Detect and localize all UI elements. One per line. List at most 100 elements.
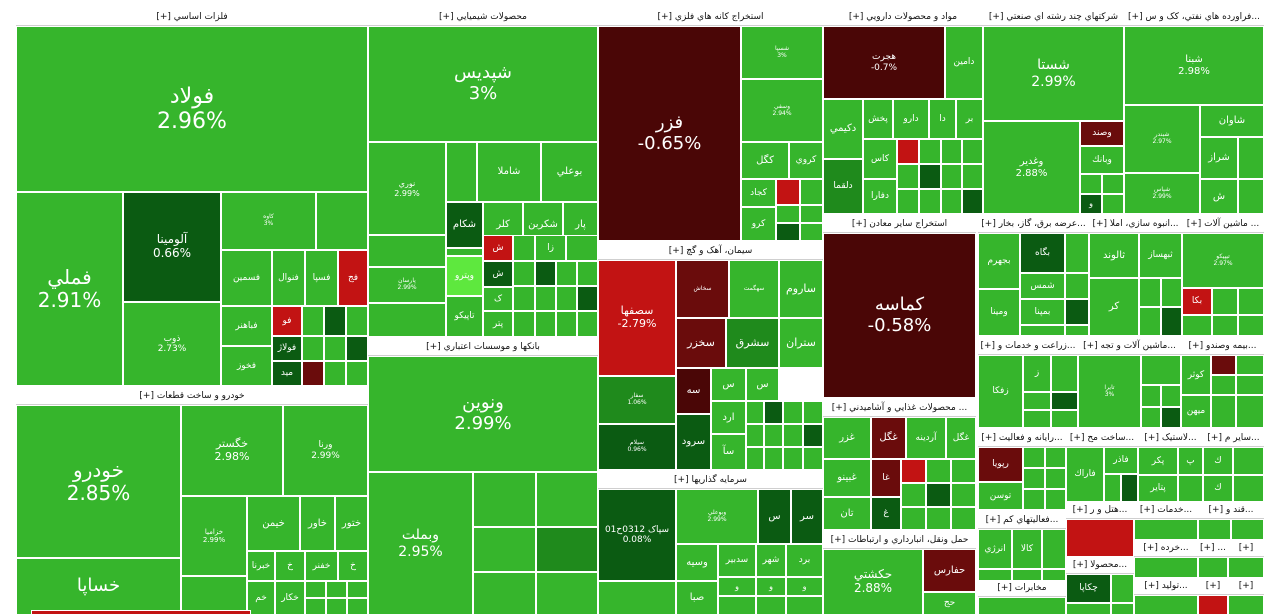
stock-tile-small[interactable] bbox=[951, 507, 976, 530]
stock-tile[interactable]: فباهنر bbox=[221, 306, 272, 346]
stock-tile-small[interactable] bbox=[1023, 468, 1045, 489]
stock-tile-small[interactable] bbox=[1065, 273, 1089, 299]
stock-tile-small[interactable] bbox=[783, 447, 803, 470]
stock-tile-small[interactable] bbox=[368, 303, 446, 337]
stock-tile[interactable]: ش bbox=[483, 235, 513, 261]
stock-tile[interactable]: سخزر bbox=[676, 318, 726, 368]
sector-header[interactable]: ... [+] bbox=[1198, 540, 1228, 557]
stock-tile[interactable]: خودرو 2.85% bbox=[16, 405, 181, 558]
stock-tile[interactable]: پتاير bbox=[1138, 475, 1178, 502]
stock-tile[interactable]: زفكا bbox=[978, 355, 1023, 428]
stock-tile-small[interactable] bbox=[1066, 519, 1134, 557]
stock-tile[interactable]: سهگمت bbox=[729, 260, 779, 318]
stock-tile[interactable]: کالا bbox=[1012, 529, 1042, 569]
stock-tile-small[interactable] bbox=[746, 447, 764, 470]
stock-tile-small[interactable] bbox=[764, 447, 783, 470]
stock-tile-small[interactable] bbox=[951, 483, 976, 507]
stock-tile-small[interactable] bbox=[1139, 278, 1161, 307]
stock-tile-small[interactable] bbox=[1233, 475, 1264, 502]
stock-tile-small[interactable] bbox=[756, 596, 786, 615]
stock-tile-small[interactable] bbox=[535, 286, 556, 311]
stock-tile-small[interactable] bbox=[31, 610, 251, 615]
stock-tile[interactable]: ورنا 2.99% bbox=[283, 405, 368, 496]
stock-tile[interactable]: فاراك bbox=[1066, 447, 1104, 502]
stock-tile[interactable]: هجرت -0.7% bbox=[823, 26, 945, 99]
stock-tile-small[interactable] bbox=[901, 507, 926, 530]
stock-tile-small[interactable] bbox=[536, 472, 598, 527]
stock-tile[interactable]: سشرق bbox=[726, 318, 779, 368]
sector-header[interactable]: ...عرضه برق، گاز، بخار [+] bbox=[978, 216, 1089, 233]
stock-tile[interactable]: شاوان bbox=[1200, 105, 1264, 137]
stock-tile-small[interactable] bbox=[962, 189, 983, 214]
sector-header[interactable]: ...فعاليتهاي کم [+] bbox=[978, 512, 1066, 529]
stock-tile-small[interactable] bbox=[746, 424, 764, 447]
sector-header[interactable]: ...هتل و ر [+] bbox=[1066, 502, 1134, 519]
stock-tile[interactable]: دامين bbox=[945, 26, 983, 99]
stock-tile-small[interactable] bbox=[1161, 307, 1182, 336]
stock-tile[interactable]: فزر -0.65% bbox=[598, 26, 741, 241]
stock-tile[interactable]: فو bbox=[272, 306, 302, 336]
stock-tile[interactable]: پ bbox=[1178, 447, 1203, 475]
stock-tile[interactable]: سصفها -2.79% bbox=[598, 260, 676, 376]
sector-header[interactable]: ...ساخت مح [+] bbox=[1066, 430, 1138, 447]
stock-tile[interactable]: بجهرم bbox=[978, 233, 1020, 289]
stock-tile-small[interactable] bbox=[919, 139, 941, 164]
stock-tile-small[interactable] bbox=[556, 311, 577, 337]
stock-tile[interactable]: خگستر 2.98% bbox=[181, 405, 283, 496]
stock-tile[interactable]: دكيمي bbox=[823, 99, 863, 159]
stock-tile[interactable]: خ bbox=[275, 551, 305, 581]
sector-header[interactable]: [+] bbox=[1228, 540, 1264, 557]
stock-tile[interactable]: س bbox=[758, 489, 791, 544]
stock-tile-small[interactable] bbox=[446, 142, 477, 202]
stock-tile[interactable]: وبوعلي 2.99% bbox=[676, 489, 758, 544]
stock-tile[interactable]: کاوه 3% bbox=[221, 192, 316, 250]
stock-tile-small[interactable] bbox=[1102, 194, 1124, 214]
stock-tile-small[interactable] bbox=[473, 572, 536, 615]
stock-tile-small[interactable] bbox=[577, 261, 598, 286]
stock-tile-small[interactable] bbox=[764, 424, 783, 447]
stock-tile-small[interactable] bbox=[1134, 557, 1198, 578]
sector-header[interactable]: ... محصولات غذايي و آشاميدني [+] bbox=[823, 400, 976, 417]
stock-tile[interactable]: ونوين 2.99% bbox=[368, 356, 598, 472]
stock-tile-small[interactable] bbox=[800, 179, 823, 205]
stock-tile-small[interactable] bbox=[783, 424, 803, 447]
stock-tile-small[interactable] bbox=[1065, 233, 1089, 273]
sector-header[interactable]: سيمان، آهک و گچ [+] bbox=[598, 243, 823, 260]
sector-header[interactable]: ...بيمه وصندو [+] bbox=[1181, 338, 1264, 355]
stock-tile[interactable]: بمپنا bbox=[1020, 299, 1065, 325]
sector-header[interactable]: استخراج کانه هاي فلزي [+] bbox=[598, 9, 823, 26]
stock-tile-small[interactable] bbox=[1198, 595, 1228, 615]
sector-header[interactable]: خودرو و ساخت قطعات [+] bbox=[16, 388, 368, 405]
stock-tile-small[interactable] bbox=[446, 248, 483, 256]
sector-header[interactable]: محصولات شيميايي [+] bbox=[368, 9, 598, 26]
stock-tile[interactable]: فولاد 2.96% bbox=[16, 26, 368, 192]
stock-tile[interactable]: شمس bbox=[1020, 273, 1065, 299]
stock-tile-small[interactable] bbox=[302, 306, 324, 336]
stock-tile-small[interactable] bbox=[1212, 315, 1238, 336]
stock-tile-small[interactable] bbox=[513, 311, 535, 337]
sector-header[interactable]: حمل ونقل، انبارداري و ارتباطات [+] bbox=[823, 532, 976, 549]
stock-tile[interactable]: كوثر bbox=[1181, 355, 1211, 395]
stock-tile-small[interactable] bbox=[803, 401, 823, 424]
stock-tile[interactable]: فنوال bbox=[272, 250, 305, 306]
stock-tile-small[interactable] bbox=[368, 235, 446, 267]
sector-header[interactable]: ...قند و [+] bbox=[1198, 502, 1264, 519]
stock-tile-small[interactable] bbox=[577, 311, 598, 337]
stock-tile[interactable]: دلقما bbox=[823, 159, 863, 214]
stock-tile-small[interactable] bbox=[305, 581, 326, 598]
stock-tile-small[interactable] bbox=[764, 401, 783, 424]
stock-tile[interactable]: ومينا bbox=[978, 289, 1020, 336]
stock-tile[interactable]: ک bbox=[483, 287, 513, 311]
stock-tile-small[interactable] bbox=[1238, 179, 1264, 214]
stock-tile-small[interactable] bbox=[718, 596, 756, 615]
stock-tile-small[interactable] bbox=[1211, 395, 1236, 428]
stock-tile[interactable]: شراز bbox=[1200, 137, 1238, 179]
stock-tile[interactable]: خم bbox=[247, 581, 275, 615]
stock-tile-small[interactable] bbox=[473, 472, 536, 527]
stock-tile-small[interactable] bbox=[513, 261, 535, 286]
stock-tile[interactable]: فج bbox=[338, 250, 368, 306]
stock-tile-small[interactable] bbox=[1236, 375, 1264, 395]
stock-tile-small[interactable] bbox=[302, 336, 324, 361]
stock-tile-small[interactable] bbox=[901, 459, 926, 483]
stock-tile-small[interactable] bbox=[1233, 447, 1264, 475]
